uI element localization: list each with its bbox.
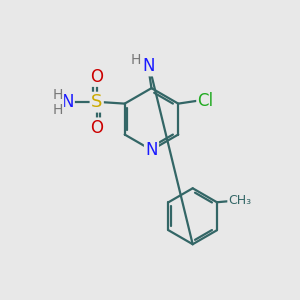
Text: N: N	[61, 93, 74, 111]
Text: Cl: Cl	[198, 92, 214, 110]
Text: CH₃: CH₃	[228, 194, 251, 207]
Text: H: H	[53, 103, 63, 116]
Text: N: N	[142, 57, 155, 75]
Text: H: H	[131, 52, 141, 67]
Text: N: N	[145, 141, 158, 159]
Text: O: O	[90, 119, 103, 137]
Text: S: S	[91, 93, 102, 111]
Text: O: O	[90, 68, 103, 85]
Text: H: H	[53, 88, 63, 102]
